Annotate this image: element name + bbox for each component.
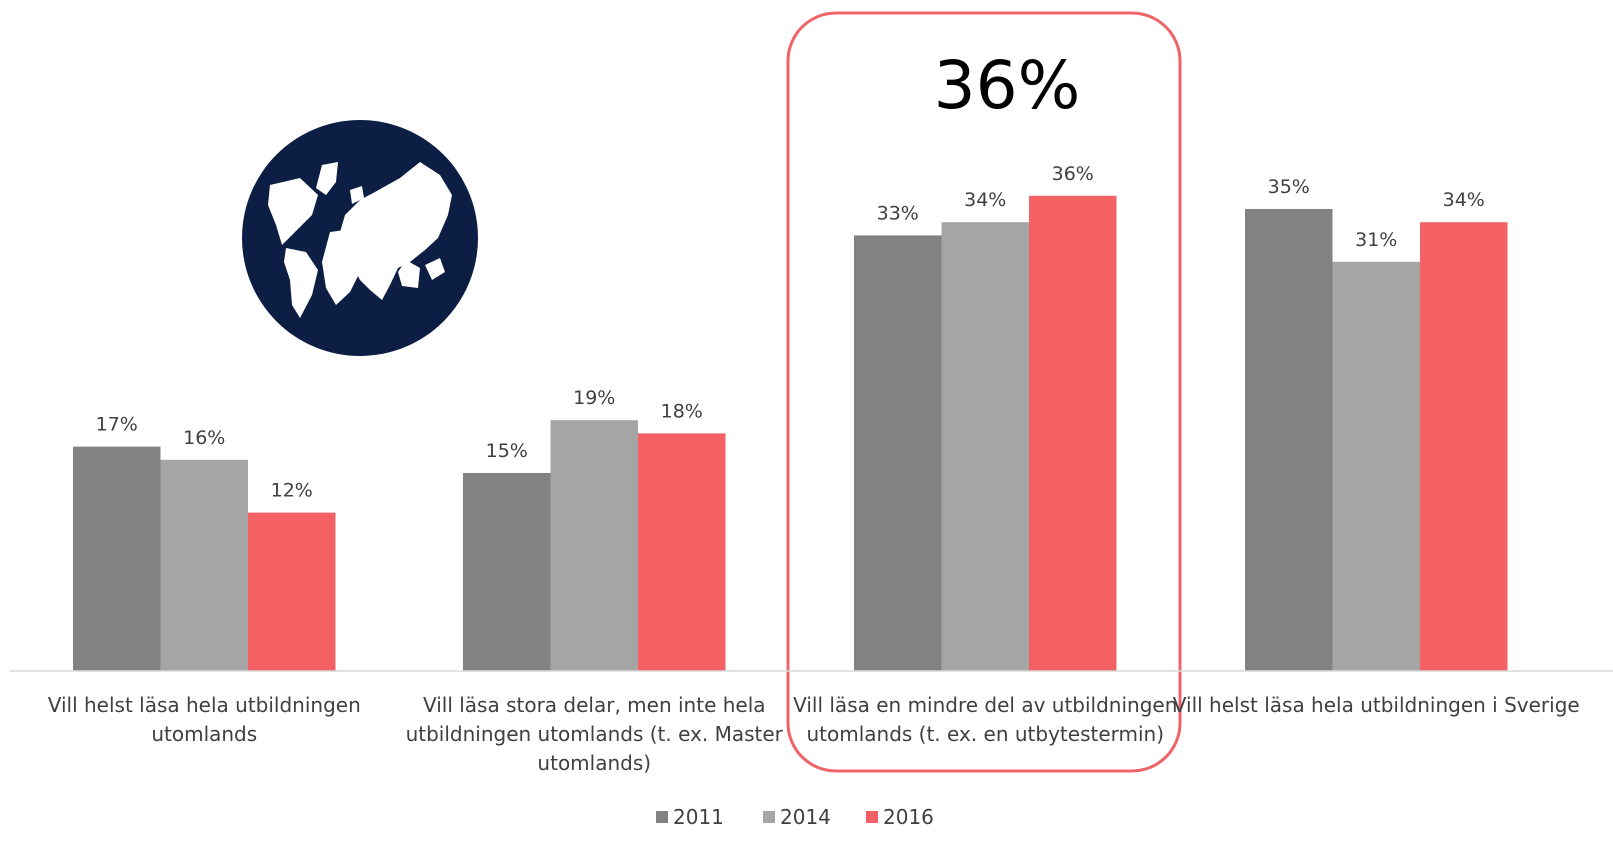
bar-2011-cat-0: [73, 446, 161, 671]
category-label-line: utomlands): [537, 751, 651, 775]
legend-swatch: [763, 811, 775, 823]
highlight-callout: 36%: [934, 47, 1081, 124]
bar-2016-cat-0: [248, 512, 336, 671]
category-label-0: Vill helst läsa hela utbildningen utomlan…: [48, 693, 361, 746]
category-label-line: Vill läsa stora delar, men inte hela: [423, 693, 766, 717]
value-label-2011-cat-2: 33%: [877, 202, 919, 224]
legend-item-2011: 2011: [656, 805, 724, 829]
legend-item-2016: 2016: [866, 805, 934, 829]
bar-2011-cat-1: [463, 473, 551, 671]
value-label-2016-cat-1: 18%: [661, 400, 703, 422]
category-label-line: utomlands (t. ex. en utbytestermin): [806, 722, 1164, 746]
category-label-line: Vill helst läsa hela utbildningen: [48, 693, 361, 717]
bar-2014-cat-2: [941, 222, 1029, 671]
legend-label: 2011: [673, 805, 724, 829]
bar-2014-cat-1: [550, 420, 638, 671]
category-label-1: Vill läsa stora delar, men inte hela utbi…: [406, 693, 784, 775]
legend-label: 2016: [883, 805, 934, 829]
highlight-box: [786, 11, 1182, 773]
value-label-2016-cat-3: 34%: [1443, 189, 1485, 211]
bar-2011-cat-2: [854, 235, 942, 671]
bars-layer: [73, 195, 1508, 672]
globe-icon: [242, 120, 478, 356]
value-label-2014-cat-3: 31%: [1355, 229, 1397, 251]
category-label-line: Vill helst läsa hela utbildningen i Sver…: [1173, 693, 1580, 717]
category-label-3: Vill helst läsa hela utbildningen i Sver…: [1173, 693, 1580, 717]
value-label-2014-cat-0: 16%: [183, 427, 225, 449]
value-label-2011-cat-3: 35%: [1268, 176, 1310, 198]
value-label-2011-cat-1: 15%: [486, 440, 528, 462]
bar-2016-cat-2: [1029, 195, 1117, 672]
category-label-line: utbildningen utomlands (t. ex. Master: [406, 722, 784, 746]
category-label-2: Vill läsa en mindre del av utbildningen u…: [793, 693, 1177, 746]
legend-swatch: [656, 811, 668, 823]
value-label-2016-cat-0: 12%: [271, 480, 313, 502]
value-label-2014-cat-2: 34%: [964, 189, 1006, 211]
category-label-line: Vill läsa en mindre del av utbildningen: [793, 693, 1177, 717]
bar-2014-cat-3: [1332, 261, 1420, 671]
legend-swatch: [866, 811, 878, 823]
legend-item-2014: 2014: [763, 805, 831, 829]
value-label-2011-cat-0: 17%: [96, 414, 138, 436]
bar-2014-cat-0: [160, 459, 248, 671]
bar-2016-cat-1: [638, 433, 726, 671]
value-label-2016-cat-2: 36%: [1052, 163, 1094, 185]
value-label-2014-cat-1: 19%: [573, 387, 615, 409]
legend-label: 2014: [780, 805, 831, 829]
category-label-line: utomlands: [151, 722, 257, 746]
bar-2016-cat-3: [1420, 222, 1508, 671]
legend: 2011 2014 2016: [656, 805, 934, 829]
value-labels-layer: 17% 16% 12% 15% 19% 18% 33% 34% 36% 35% 31% 34%: [96, 163, 1485, 502]
category-labels-layer: Vill helst läsa hela utbildningen utomlan…: [48, 693, 1580, 775]
bar-2011-cat-3: [1245, 209, 1333, 671]
